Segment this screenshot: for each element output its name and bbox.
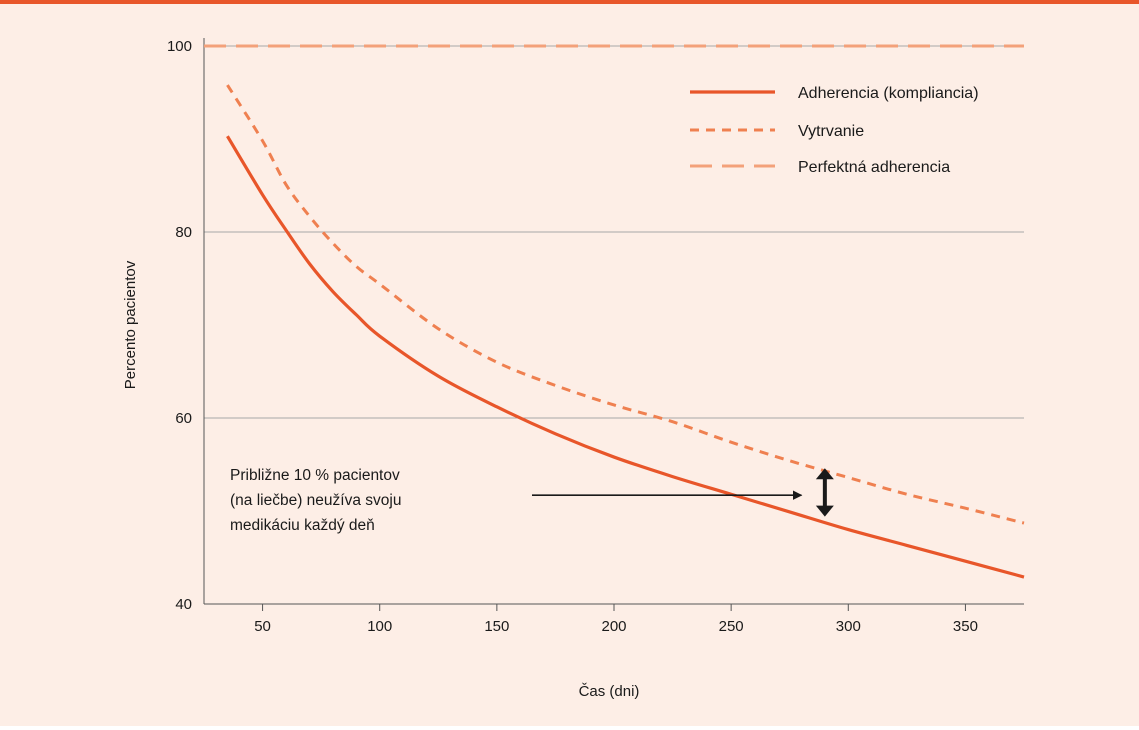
annotation-text-line: (na liečbe) neužíva svoju [230,492,401,509]
adherence-chart: Adherencia (kompliancia) Vytrvanie Perfekt… [122,38,1025,700]
legend-label: Vytrvanie [798,123,864,140]
x-tick-label: 200 [601,618,626,635]
y-tick-label: 60 [175,410,192,427]
gap-arrow-head-down [815,505,834,517]
x-tick-label: 300 [836,618,861,635]
gap-arrow-head-up [815,468,834,480]
annotation-text-line: Približne 10 % pacientov [230,467,400,484]
x-axis-title: Čas (dni) [579,683,640,700]
x-tick-label: 250 [719,618,744,635]
y-tick-label: 100 [167,38,192,55]
x-tick-label: 50 [254,618,271,635]
y-tick-label: 80 [175,224,192,241]
legend-label: Adherencia (kompliancia) [798,85,979,102]
x-tick-label: 150 [484,618,509,635]
x-tick-label: 100 [367,618,392,635]
y-tick-label: 40 [175,596,192,613]
x-tick-label: 350 [953,618,978,635]
legend-label: Perfektná adherencia [798,159,950,176]
annotation-text-line: medikáciu každý deň [230,517,375,534]
series-line-solid [226,135,1025,579]
series-line-short-dash [226,84,1025,525]
y-axis-title: Percento pacientov [122,260,139,389]
